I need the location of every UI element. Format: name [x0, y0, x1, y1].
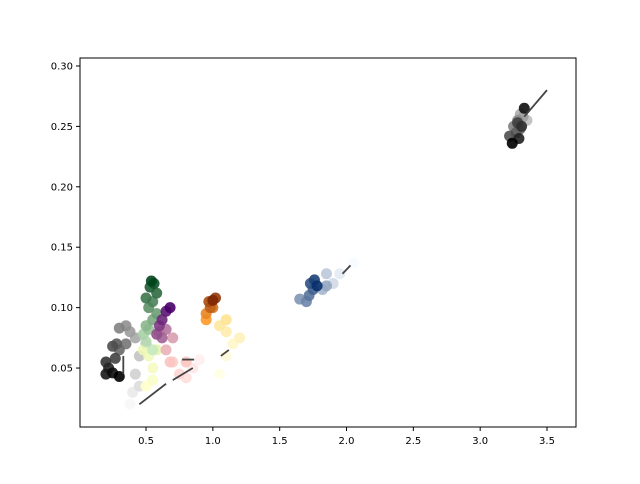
x-tick-label: 3.0 [472, 436, 488, 447]
x-tick-label: 1.0 [205, 436, 221, 447]
axes-frame [79, 57, 577, 428]
series-2 [137, 275, 163, 356]
x-tick-label: 2.5 [405, 436, 421, 447]
x-tick-label: 1.5 [272, 436, 288, 447]
data-point [145, 275, 157, 287]
data-point [160, 344, 172, 356]
data-point [234, 332, 246, 344]
x-tick-label: 2.0 [339, 436, 355, 447]
plot-area [100, 89, 548, 410]
data-point [311, 280, 323, 292]
data-point [109, 352, 121, 364]
y-tick-label: 0.05 [51, 364, 73, 375]
data-point [147, 344, 159, 356]
x-tick-label: 3.5 [539, 436, 555, 447]
data-point [147, 374, 159, 386]
data-point [518, 102, 530, 114]
data-point [167, 332, 179, 344]
data-point [516, 120, 528, 132]
data-point [129, 368, 141, 380]
series-0 [100, 320, 152, 410]
data-point [506, 137, 518, 149]
data-point [113, 370, 125, 382]
data-point [151, 328, 163, 340]
data-point [193, 354, 205, 366]
data-point [220, 314, 232, 326]
trend-line [220, 349, 230, 357]
series-5 [214, 314, 246, 380]
data-point [214, 368, 226, 380]
data-point [124, 398, 136, 410]
series-6 [200, 292, 222, 326]
y-axis: 0.05 0.10 0.15 0.20 0.25 0.30 [51, 61, 80, 375]
data-point [107, 340, 119, 352]
data-point [180, 356, 192, 368]
data-point [137, 344, 149, 356]
x-axis: 0.5 1.0 1.5 2.0 2.5 3.0 3.5 [138, 427, 555, 447]
y-tick-label: 0.20 [51, 182, 73, 193]
trend-line [341, 264, 352, 275]
y-tick-label: 0.10 [51, 303, 73, 314]
data-point [147, 362, 159, 374]
data-point [156, 314, 168, 326]
data-point [320, 268, 332, 280]
y-tick-label: 0.30 [51, 61, 73, 72]
data-point [164, 302, 176, 314]
data-point [334, 268, 346, 280]
data-point [164, 356, 176, 368]
series-8 [504, 102, 533, 149]
trend-line [172, 367, 194, 381]
data-point [140, 292, 152, 304]
data-point [207, 294, 219, 306]
series-4 [151, 302, 179, 368]
data-point [320, 280, 332, 292]
data-point [113, 322, 125, 334]
trend-line [138, 383, 167, 405]
x-tick-label: 0.5 [138, 436, 154, 447]
series-7 [294, 257, 359, 308]
y-tick-label: 0.15 [51, 243, 73, 254]
trend-line [523, 89, 548, 118]
y-tick-label: 0.25 [51, 122, 73, 133]
